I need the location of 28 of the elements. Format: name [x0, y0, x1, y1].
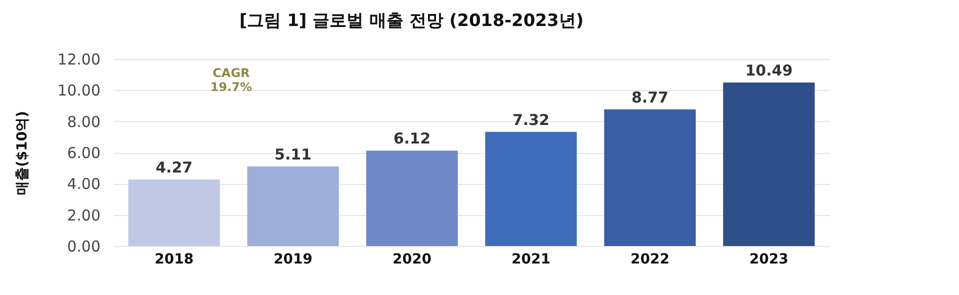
bar — [485, 132, 577, 246]
bar — [366, 150, 458, 246]
data-label: 4.27 — [156, 158, 193, 176]
y-tick-label: 10.00 — [58, 82, 100, 100]
bar — [723, 82, 815, 246]
x-tick-label: 2019 — [274, 252, 313, 268]
data-label: 5.11 — [274, 145, 312, 164]
x-tick-label: 2020 — [392, 252, 432, 268]
x-tick-label: 2022 — [630, 252, 670, 268]
y-tick-label: 12.00 — [58, 50, 100, 68]
bar — [604, 109, 696, 246]
chart-title: [그림 1] 글로벌 매출 전망 (2018-2023년) — [239, 11, 584, 31]
data-label: 10.49 — [745, 62, 793, 80]
y-tick-label: 6.00 — [67, 144, 100, 162]
y-axis-title: 매출($10억) — [14, 110, 31, 196]
y-tick-label: 0.00 — [67, 238, 100, 256]
data-label: 7.32 — [512, 110, 550, 129]
x-tick-label: 2023 — [749, 252, 788, 268]
bar — [128, 179, 220, 246]
data-label: 6.12 — [394, 130, 431, 148]
x-tick-label: 2018 — [154, 252, 194, 268]
bar — [247, 166, 339, 246]
y-tick-label: 2.00 — [67, 206, 100, 224]
annotation: CAGR 19.7% — [210, 66, 252, 94]
y-tick-label: 8.00 — [67, 112, 100, 131]
y-tick-label: 4.00 — [67, 175, 100, 194]
data-label: 8.77 — [631, 88, 668, 106]
x-tick-label: 2021 — [512, 252, 550, 268]
